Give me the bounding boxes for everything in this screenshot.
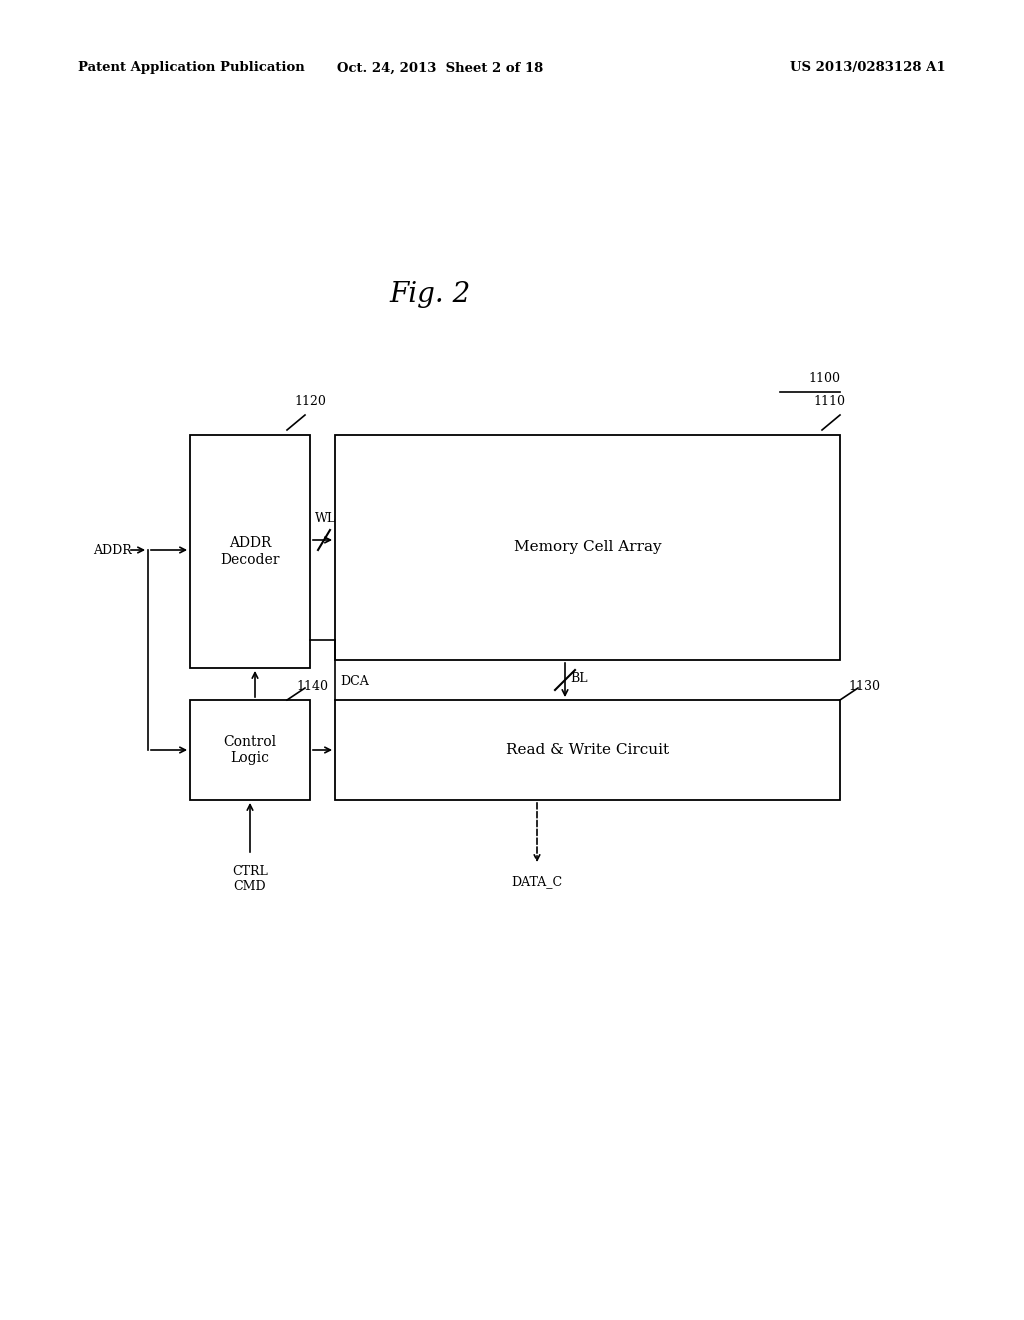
Text: 1130: 1130 <box>848 680 880 693</box>
Text: Memory Cell Array: Memory Cell Array <box>514 540 662 554</box>
Text: Patent Application Publication: Patent Application Publication <box>78 62 305 74</box>
Text: ADDR: ADDR <box>93 544 132 557</box>
Text: ADDR
Decoder: ADDR Decoder <box>220 536 280 566</box>
Text: CTRL
CMD: CTRL CMD <box>232 865 268 894</box>
Text: BL: BL <box>570 672 588 685</box>
Bar <box>335 700 840 800</box>
Text: Control
Logic: Control Logic <box>223 735 276 766</box>
Bar <box>190 436 310 668</box>
Text: DATA_C: DATA_C <box>511 875 562 888</box>
Text: 1140: 1140 <box>296 680 328 693</box>
Text: Read & Write Circuit: Read & Write Circuit <box>506 743 669 756</box>
Text: Oct. 24, 2013  Sheet 2 of 18: Oct. 24, 2013 Sheet 2 of 18 <box>337 62 544 74</box>
Text: DCA: DCA <box>340 675 369 688</box>
Text: 1120: 1120 <box>294 395 326 408</box>
Text: US 2013/0283128 A1: US 2013/0283128 A1 <box>791 62 946 74</box>
Text: WL: WL <box>315 512 336 525</box>
Text: Fig. 2: Fig. 2 <box>389 281 471 309</box>
Bar <box>335 436 840 660</box>
Text: 1100: 1100 <box>808 372 840 385</box>
Bar <box>190 700 310 800</box>
Text: 1110: 1110 <box>813 395 845 408</box>
